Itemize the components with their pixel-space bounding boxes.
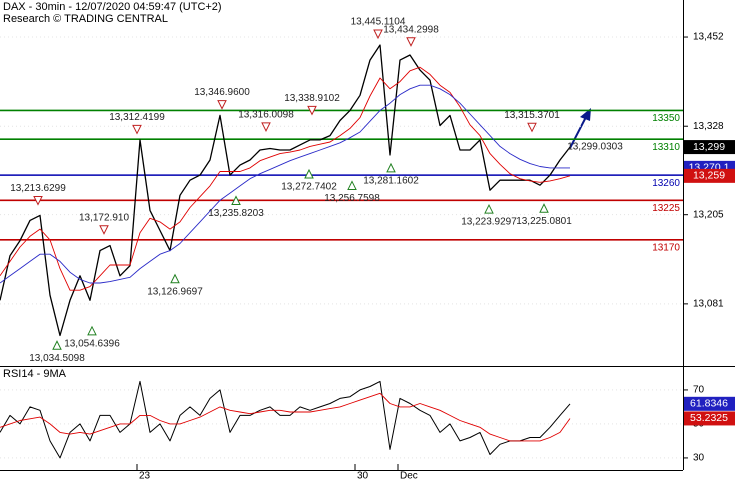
level-label: 13350 (652, 113, 680, 124)
annotation-label: 13,223.9297 (461, 217, 517, 228)
rsi-title: RSI14 - 9MA (3, 368, 67, 380)
target-arrow (569, 108, 591, 149)
price-badge-label: 53.2325 (690, 412, 728, 424)
arrow-shaft (569, 116, 587, 149)
y-tick-label: 13,328 (693, 121, 724, 132)
arrow-head (580, 108, 591, 121)
target-label: 13,299.0303 (567, 142, 623, 153)
annotation-label: 13,054.6396 (64, 338, 120, 349)
annotation-label: 13,256.7598 (324, 193, 380, 204)
annotation-label: 13,213.6299 (10, 183, 66, 194)
marker-down (217, 100, 227, 110)
x-tick-label: Dec (400, 471, 418, 480)
marker-down (373, 29, 383, 40)
marker-up (386, 162, 396, 173)
price-badge-label: 13,259 (693, 170, 725, 182)
annotation-label: 13,338.9102 (284, 93, 340, 104)
price-badge (684, 396, 735, 411)
annotation-label: 13,315.3701 (504, 110, 560, 121)
series-line (0, 44, 571, 337)
price-badge-label: 13,299 (693, 141, 725, 153)
marker-down (261, 122, 271, 132)
annotation-label: 13,346.9600 (194, 87, 250, 98)
y-tick-label: 13,081 (693, 299, 724, 310)
chart-title: DAX - 30min - 12/07/2020 04:59:47 (UTC+2… (3, 1, 222, 13)
marker-up (347, 180, 357, 190)
annotation-label: 13,034.5098 (29, 353, 85, 364)
marker-up (231, 195, 241, 206)
marker-up (539, 203, 549, 213)
level-label: 13310 (652, 142, 680, 153)
marker-up (484, 203, 494, 214)
marker-down (527, 122, 537, 133)
series-line (0, 392, 571, 442)
annotation-label: 13,281.1602 (363, 176, 419, 187)
level-label: 13260 (652, 178, 680, 189)
level-label: 13170 (652, 242, 680, 253)
level-label: 13225 (652, 203, 680, 214)
marker-up (170, 273, 180, 284)
annotation-label: 13,172.910 (79, 212, 129, 223)
marker-down (33, 195, 43, 206)
x-tick-label: 23 (139, 471, 151, 480)
annotation-label: 13,272.7402 (281, 182, 337, 193)
annotation-label: 13,225.0801 (516, 216, 572, 227)
series-line (0, 84, 570, 284)
chart-subtitle: Research © TRADING CENTRAL (3, 13, 168, 25)
y-tick-label: 30 (693, 453, 705, 464)
series-line (0, 380, 571, 459)
price-badge (684, 168, 735, 183)
y-tick-label: 70 (693, 385, 705, 396)
price-badge (684, 140, 735, 155)
y-tick-label: 13,452 (693, 32, 724, 43)
marker-up (304, 168, 314, 179)
x-tick-label: 30 (357, 471, 369, 480)
marker-down (99, 225, 109, 235)
annotation-label: 13,312.4199 (109, 112, 165, 123)
price-badge-label: 61.8346 (690, 398, 728, 410)
y-tick-label: 13,205 (693, 209, 724, 220)
series-line (0, 66, 571, 291)
annotation-label: 13,434.2998 (383, 24, 439, 35)
annotation-label: 13,126.9697 (147, 286, 203, 297)
marker-up (87, 325, 97, 336)
annotation-label: 13,316.0098 (238, 109, 294, 120)
marker-down (307, 105, 317, 116)
marker-up (52, 340, 62, 350)
marker-down (406, 37, 416, 47)
annotation-label: 13,445.1104 (351, 17, 406, 28)
marker-down (132, 124, 142, 135)
price-badge (684, 411, 735, 426)
annotation-label: 13,235.8203 (208, 208, 264, 219)
